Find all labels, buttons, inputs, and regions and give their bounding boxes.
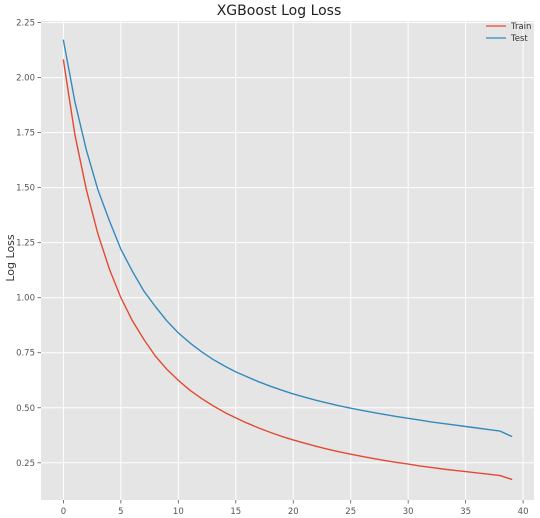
x-tick-label: 5 [118,507,123,517]
y-tick-label: 1.75 [16,129,35,139]
series-line-train [62,59,513,480]
y-tick-label: 0.75 [16,349,35,359]
y-axis-label: Log Loss [4,234,17,282]
x-tick-label: 20 [288,507,299,517]
x-tick-label: 0 [61,507,66,517]
legend: Train Test [486,22,531,44]
legend-label-train: Train [510,22,531,32]
series-lines [62,39,513,480]
y-tick-label: 1.00 [16,294,35,304]
chart-title: XGBoost Log Loss [217,3,342,19]
y-tick-label: 2.00 [16,74,35,84]
x-tick-label: 10 [173,507,184,517]
legend-label-test: Test [510,34,528,44]
y-tick-label: 1.25 [16,239,35,249]
y-axis-ticks: 0.25 0.50 0.75 1.00 1.25 1.50 1.75 2.00 2.25 [16,19,41,469]
plot-area [41,21,534,500]
x-axis-ticks: 0 5 10 15 20 25 30 35 40 [61,500,529,517]
series-line-test [62,39,513,438]
x-tick-label: 35 [460,507,471,517]
grid-lines [41,21,534,500]
x-tick-label: 15 [230,507,241,517]
y-tick-label: 0.50 [16,404,35,414]
y-tick-label: 0.25 [16,459,35,469]
y-tick-label: 2.25 [16,19,35,29]
x-tick-label: 40 [518,507,529,517]
x-tick-label: 30 [403,507,414,517]
x-tick-label: 25 [345,507,356,517]
y-tick-label: 1.50 [16,184,35,194]
